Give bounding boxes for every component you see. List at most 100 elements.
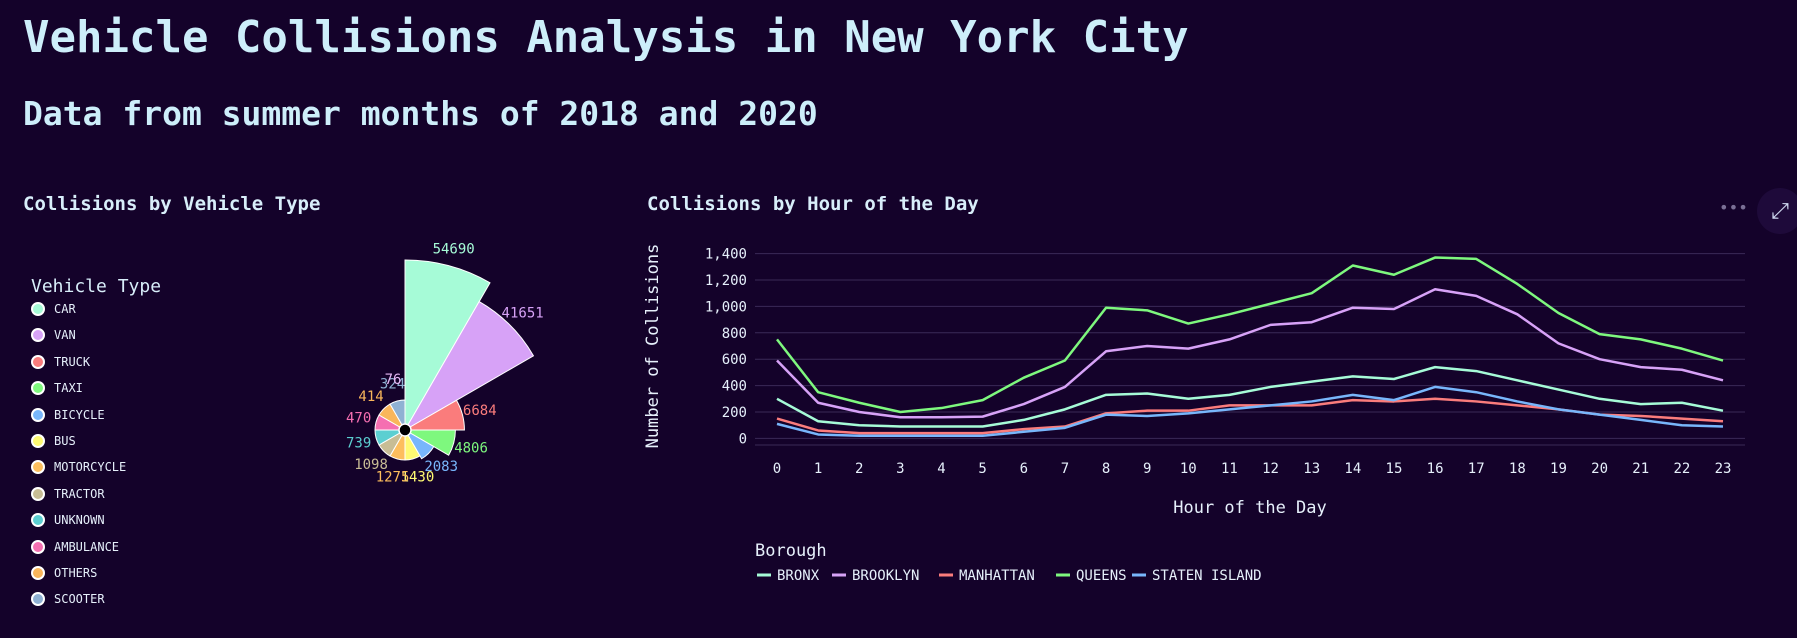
more-options-icon[interactable]: ••• [1719,198,1748,217]
y-tick-label: 0 [739,431,747,447]
polar-value-label: 739 [346,435,371,451]
legend-label: VAN [54,328,76,343]
page-title: Vehicle Collisions Analysis in New York … [23,12,1189,63]
x-axis-title: Hour of the Day [1173,498,1327,518]
legend-swatch [31,486,45,501]
legend-swatch [31,328,45,343]
x-tick-label: 4 [937,461,945,477]
legend-swatch [31,566,45,580]
borough-legend-item[interactable]: QUEENS [1056,568,1127,584]
x-tick-label: 7 [1061,461,1069,477]
polar-bar-truck [403,399,465,431]
vehicle-legend-item[interactable]: MOTORCYCLE [31,460,127,475]
vehicle-legend-item[interactable]: BUS [31,434,76,448]
x-tick-label: 16 [1427,461,1444,477]
polar-value-label: 1430 [401,469,435,485]
vehicle-chart-title: Collisions by Vehicle Type [23,193,321,215]
polar-extra-label: 76 [385,372,402,388]
y-tick-label: 1,400 [705,247,747,263]
legend-label: MOTORCYCLE [54,460,127,475]
page-subtitle: Data from summer months of 2018 and 2020 [23,94,818,133]
x-tick-label: 17 [1468,461,1485,477]
legend-label: BRONX [777,568,820,584]
borough-legend-item[interactable]: BRONX [757,568,820,584]
y-tick-label: 1,200 [705,273,747,289]
legend-label: SCOOTER [54,592,105,607]
vehicle-legend-item[interactable]: TAXI [31,381,83,396]
borough-legend-item[interactable]: STATEN ISLAND [1132,568,1262,584]
x-tick-label: 20 [1591,461,1608,477]
legend-label: BICYCLE [54,407,105,422]
x-tick-label: 19 [1550,461,1567,477]
x-tick-label: 10 [1180,461,1197,477]
x-tick-label: 11 [1221,461,1238,477]
x-tick-label: 6 [1020,461,1028,477]
borough-legend-item[interactable]: MANHATTAN [939,568,1035,584]
polar-value-label: 4806 [454,441,488,457]
x-tick-label: 8 [1102,461,1110,477]
polar-value-label: 41651 [502,305,544,321]
legend-swatch [31,592,45,607]
x-tick-label: 9 [1143,461,1151,477]
borough-legend-item[interactable]: BROOKLYN [832,568,919,584]
legend-swatch [31,381,45,396]
polar-value-label: 324 [380,377,405,393]
legend-label: TAXI [54,381,83,396]
expand-icon[interactable]: ⤢ [1757,188,1797,234]
polar-bar-scooter [389,399,406,432]
vehicle-legend-item[interactable]: SCOOTER [31,592,105,607]
polar-value-label: 1098 [354,457,388,473]
legend-label: BUS [54,434,76,448]
y-tick-label: 400 [722,379,747,395]
polar-bar-taxi [403,429,456,456]
x-tick-label: 3 [896,461,904,477]
polar-value-label: 1275 [376,469,410,485]
legend-label: TRUCK [54,354,91,369]
polar-value-label: 54690 [433,241,475,257]
legend-swatch [31,354,45,369]
borough-legend-title: Borough [755,541,827,561]
x-tick-label: 13 [1303,461,1320,477]
vehicle-legend-item[interactable]: AMBULANCE [31,539,120,554]
vehicle-legend-item[interactable]: BICYCLE [31,407,105,422]
vehicle-legend-item[interactable]: TRACTOR [31,486,105,501]
legend-label: BROOKLYN [852,568,919,584]
polar-value-label: 6684 [463,403,497,419]
vehicle-legend-item[interactable]: VAN [31,328,76,343]
legend-swatch [31,513,45,528]
vehicle-legend-title: Vehicle Type [31,276,162,297]
polar-bar-bicycle [403,428,435,460]
legend-label: CAR [54,302,76,316]
polar-value-label: 470 [346,411,371,427]
vehicle-legend-item[interactable]: UNKNOWN [31,513,105,528]
y-tick-label: 200 [722,405,747,421]
legend-swatch [31,539,45,554]
legend-label: OTHERS [54,566,98,580]
series-line-queens [776,256,1724,414]
series-line-brooklyn [776,287,1724,419]
y-tick-label: 1,000 [705,299,747,315]
legend-swatch [31,460,45,475]
x-tick-label: 1 [814,461,822,477]
series-line-staten-island [776,385,1724,438]
polar-bar-van [403,300,535,432]
x-tick-label: 2 [855,461,863,477]
legend-label: TRACTOR [54,486,105,501]
x-tick-label: 23 [1715,461,1732,477]
polar-center-dot [398,423,412,437]
legend-label: STATEN ISLAND [1152,568,1262,584]
vehicle-legend-item[interactable]: TRUCK [31,354,91,369]
series-line-manhattan [776,397,1724,435]
x-tick-label: 15 [1386,461,1403,477]
legend-label: MANHATTAN [959,568,1035,584]
x-tick-label: 18 [1509,461,1526,477]
x-tick-label: 21 [1632,461,1649,477]
legend-label: AMBULANCE [54,539,120,554]
x-tick-label: 0 [773,461,781,477]
vehicle-legend-item[interactable]: CAR [31,302,76,316]
vehicle-legend-item[interactable]: OTHERS [31,566,97,580]
legend-label: QUEENS [1076,568,1127,584]
series-line-bronx [776,365,1724,428]
